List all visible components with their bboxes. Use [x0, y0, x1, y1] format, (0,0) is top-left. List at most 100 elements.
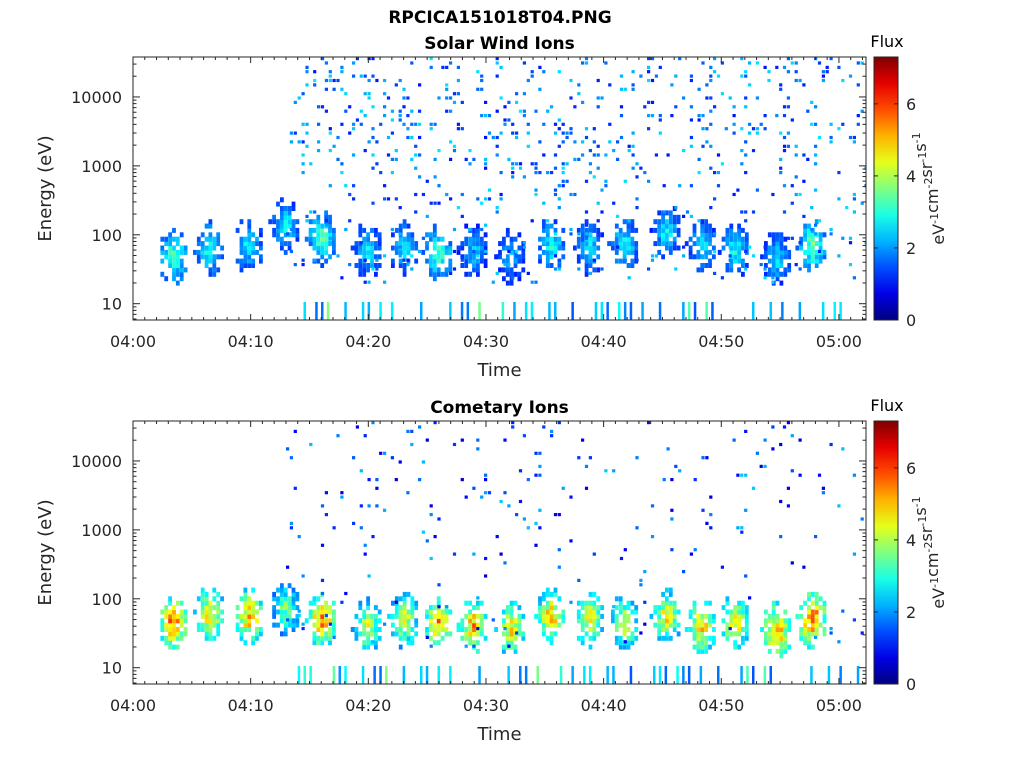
flux-cell	[728, 258, 732, 262]
flux-cell	[216, 609, 221, 615]
flux-cell	[371, 127, 375, 131]
flux-cell	[172, 644, 176, 650]
flux-cell	[733, 644, 738, 650]
flux-cell	[732, 438, 736, 442]
flux-cell	[316, 640, 321, 646]
flux-cell	[729, 263, 734, 268]
flux-cell	[700, 263, 705, 268]
flux-cell	[604, 469, 608, 473]
flux-cell	[700, 223, 705, 229]
flux-cell	[212, 254, 217, 260]
flux-cell	[584, 223, 589, 227]
flux-cell	[771, 618, 776, 624]
flux-cell	[429, 254, 433, 260]
flux-cell	[803, 627, 807, 632]
flux-cell	[704, 622, 708, 628]
panel-title: Solar Wind Ions	[424, 34, 575, 54]
flux-cell	[505, 258, 510, 264]
flux-cell	[803, 236, 807, 242]
flux-cell	[545, 263, 550, 268]
flux-cell	[538, 609, 542, 615]
flux-cell	[580, 605, 585, 611]
flux-cell	[432, 613, 437, 619]
flux-cell	[414, 622, 419, 628]
flux-cell	[668, 622, 673, 628]
flux-cell	[665, 627, 669, 632]
flux-cell	[495, 271, 499, 275]
flux-cell	[783, 635, 788, 641]
flux-cell	[425, 438, 429, 442]
flux-cell	[741, 640, 745, 646]
flux-cell	[822, 618, 827, 624]
flux-cell	[779, 635, 784, 641]
flux-cell	[301, 622, 305, 626]
flux-cell	[358, 605, 363, 611]
flux-cell	[614, 223, 619, 229]
flux-cell	[583, 666, 586, 684]
flux-cell	[748, 245, 752, 249]
flux-cell	[712, 640, 716, 646]
flux-cell	[650, 114, 655, 118]
flux-cell	[338, 666, 341, 684]
flux-cell	[332, 249, 336, 255]
flux-cell	[444, 267, 449, 273]
flux-cell	[402, 219, 407, 225]
flux-cell	[596, 144, 600, 148]
flux-cell	[588, 245, 593, 251]
flux-cell	[534, 543, 538, 547]
flux-cell	[733, 254, 738, 260]
flux-cell	[814, 631, 819, 637]
flux-cell	[172, 276, 176, 282]
flux-cell	[542, 609, 546, 615]
flux-cell	[545, 600, 550, 606]
flux-cell	[204, 591, 209, 597]
flux-cell	[283, 609, 288, 615]
flux-cell	[172, 627, 176, 632]
flux-cell	[786, 96, 790, 100]
flux-cell	[208, 245, 213, 251]
flux-cell	[668, 609, 673, 615]
flux-cell	[247, 232, 252, 238]
flux-cell	[429, 556, 433, 561]
x-axis-label: Time	[476, 360, 521, 381]
flux-cell	[437, 605, 441, 609]
flux-burst-14	[684, 600, 716, 654]
flux-cell	[767, 631, 772, 637]
flux-cell	[697, 171, 701, 175]
flux-cell	[472, 241, 476, 247]
flux-cell	[732, 114, 736, 118]
flux-cell	[160, 236, 165, 242]
flux-cell	[505, 609, 510, 615]
flux-cell	[553, 232, 558, 236]
flux-cell	[283, 618, 288, 624]
flux-cell	[414, 144, 418, 148]
flux-cell	[175, 271, 180, 277]
flux-cell	[386, 135, 391, 140]
flux-cell	[340, 162, 344, 166]
flux-cell	[561, 179, 565, 183]
flux-cell	[476, 605, 480, 611]
flux-cell	[737, 254, 741, 260]
flux-cell	[740, 149, 744, 153]
flux-cell	[596, 631, 601, 637]
flux-cell	[406, 127, 410, 131]
flux-cell	[255, 241, 259, 247]
flux-cell	[580, 613, 585, 619]
flux-cell	[476, 223, 480, 229]
flux-cell	[596, 596, 601, 602]
flux-cell	[647, 114, 651, 118]
flux-cell	[829, 232, 833, 236]
flux-cell	[509, 644, 514, 650]
flux-cell	[803, 640, 807, 646]
flux-cell	[635, 162, 639, 166]
flux-cell	[736, 473, 740, 477]
flux-cell	[362, 631, 367, 637]
flux-cell	[740, 162, 744, 166]
flux-cell	[243, 618, 248, 624]
flux-cell	[619, 74, 624, 78]
flux-cell	[344, 184, 348, 188]
flux-cell	[725, 609, 730, 615]
flux-cell	[665, 618, 669, 624]
flux-cell	[626, 241, 631, 247]
y-tick-label: 1000	[81, 521, 122, 540]
